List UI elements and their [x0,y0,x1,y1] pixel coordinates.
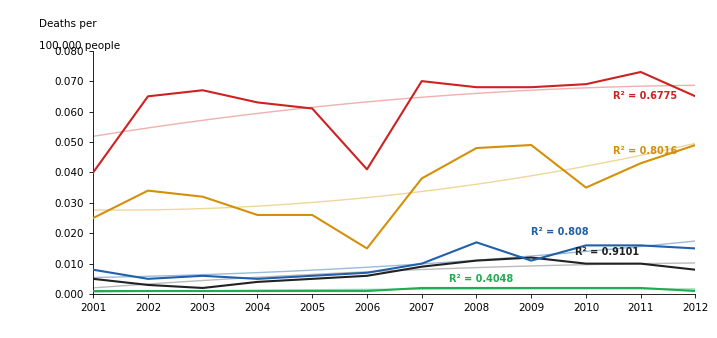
Text: R² = 0.808: R² = 0.808 [531,227,589,237]
Text: Deaths per: Deaths per [39,19,97,29]
Text: R² = 0.9101: R² = 0.9101 [575,246,639,257]
Text: R² = 0.6775: R² = 0.6775 [613,91,678,101]
Text: R² = 0.8016: R² = 0.8016 [613,146,678,156]
Text: R² = 0.4048: R² = 0.4048 [449,274,513,284]
Text: 100,000 people: 100,000 people [39,41,120,51]
